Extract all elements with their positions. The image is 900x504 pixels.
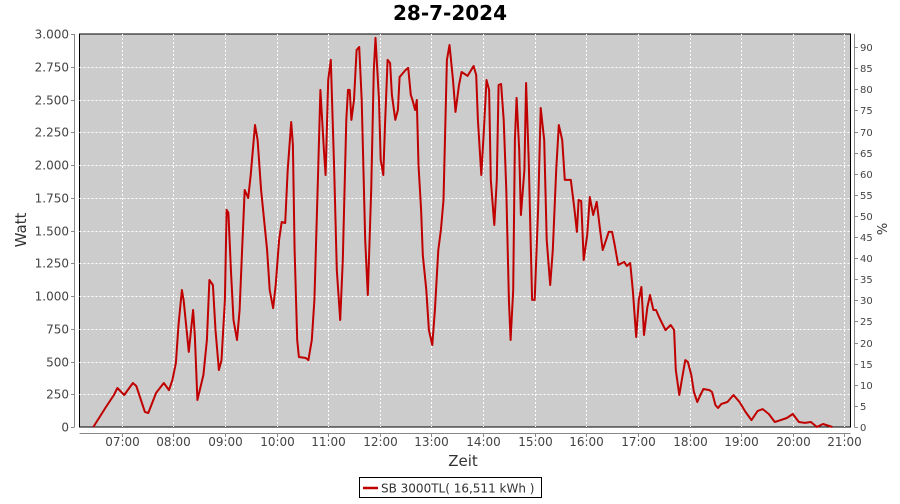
y2-tick-label: 35 [860,275,873,286]
y-tick-label: 250 [46,388,69,402]
x-tick-label: 19:00 [724,435,759,449]
y-tick-label: 0 [61,421,69,435]
y2-tick-label: 15 [860,360,873,371]
y2-tick-label: 90 [860,43,873,54]
x-tick-label: 12:00 [363,435,398,449]
chart-title: 28-7-2024 [393,1,507,25]
y2-tick-label: 0 [860,423,866,434]
y2-tick-label: 60 [860,170,873,181]
y2-tick-label: 75 [860,106,873,117]
x-tick-label: 16:00 [569,435,604,449]
y2-tick-label: 65 [860,149,873,160]
x-tick-label: 09:00 [208,435,243,449]
legend-label: SB 3000TL( 16,511 kWh ) [381,482,534,496]
x-tick-label: 08:00 [156,435,191,449]
y-tick-label: 3.000 [35,28,69,42]
y2-tick-label: 70 [860,128,873,139]
x-tick-label: 13:00 [414,435,449,449]
y2-tick-label: 10 [860,381,873,392]
y2-tick-label: 45 [860,233,873,244]
y-tick-label: 2.000 [35,159,69,173]
x-tick-label: 21:00 [827,435,862,449]
y-tick-label: 500 [46,356,69,370]
x-tick-label: 14:00 [466,435,501,449]
y2-tick-label: 30 [860,296,873,307]
y2-tick-label: 50 [860,212,873,223]
y2-tick-label: 55 [860,191,873,202]
x-tick-label: 20:00 [776,435,811,449]
x-tick-label: 18:00 [673,435,708,449]
x-tick-label: 07:00 [105,435,140,449]
y-tick-label: 2.250 [35,126,69,140]
y-tick-label: 2.500 [35,94,69,108]
y2-tick-label: 85 [860,64,873,75]
y-tick-label: 1.000 [35,290,69,304]
x-tick-label: 10:00 [260,435,295,449]
x-tick-label: 15:00 [518,435,553,449]
y2-tick-label: 40 [860,254,873,265]
y2-tick-label: 25 [860,317,873,328]
y2-tick-label: 20 [860,339,873,350]
y2-tick-label: 5 [860,402,866,413]
legend: SB 3000TL( 16,511 kWh ) [360,478,542,498]
y-tick-label: 1.250 [35,257,69,271]
y2-tick-label: 80 [860,85,873,96]
y-axis-label: Watt [12,212,30,247]
y-tick-label: 2.750 [35,61,69,75]
y-tick-label: 750 [46,323,69,337]
y2-axis-label: % [876,223,891,235]
x-tick-label: 11:00 [311,435,346,449]
x-tick-label: 17:00 [621,435,656,449]
x-axis-label: Zeit [448,452,478,470]
y-tick-label: 1.750 [35,192,69,206]
y-tick-label: 1.500 [35,225,69,239]
